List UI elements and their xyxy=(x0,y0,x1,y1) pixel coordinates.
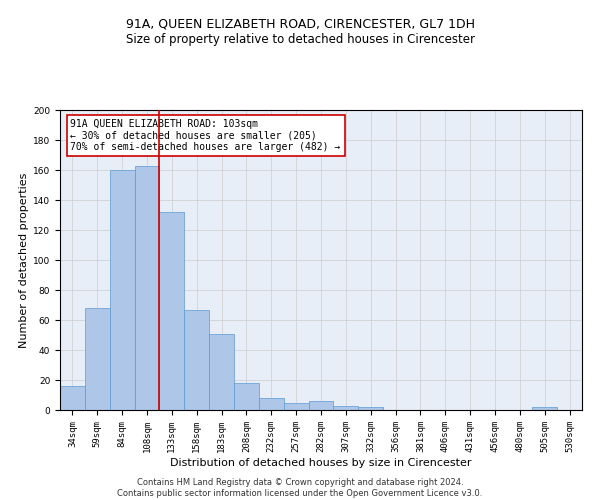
Text: 91A, QUEEN ELIZABETH ROAD, CIRENCESTER, GL7 1DH: 91A, QUEEN ELIZABETH ROAD, CIRENCESTER, … xyxy=(125,18,475,30)
Bar xyxy=(259,398,284,410)
Bar xyxy=(60,386,85,410)
X-axis label: Distribution of detached houses by size in Cirencester: Distribution of detached houses by size … xyxy=(170,458,472,468)
Bar xyxy=(284,402,308,410)
Bar xyxy=(234,383,259,410)
Text: Size of property relative to detached houses in Cirencester: Size of property relative to detached ho… xyxy=(125,32,475,46)
Y-axis label: Number of detached properties: Number of detached properties xyxy=(19,172,29,348)
Bar xyxy=(184,310,209,410)
Bar xyxy=(110,170,134,410)
Bar xyxy=(334,406,358,410)
Bar xyxy=(358,407,383,410)
Bar xyxy=(532,407,557,410)
Text: Contains HM Land Registry data © Crown copyright and database right 2024.
Contai: Contains HM Land Registry data © Crown c… xyxy=(118,478,482,498)
Bar xyxy=(134,166,160,410)
Bar xyxy=(209,334,234,410)
Bar xyxy=(160,212,184,410)
Bar xyxy=(308,401,334,410)
Text: 91A QUEEN ELIZABETH ROAD: 103sqm
← 30% of detached houses are smaller (205)
70% : 91A QUEEN ELIZABETH ROAD: 103sqm ← 30% o… xyxy=(70,119,341,152)
Bar xyxy=(85,308,110,410)
